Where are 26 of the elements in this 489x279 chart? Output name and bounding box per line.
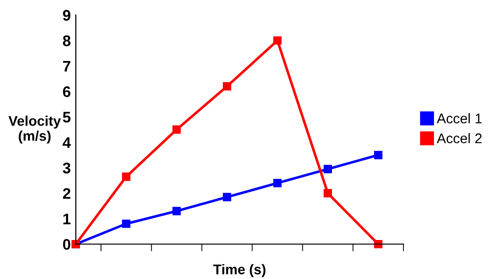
y-tick-label: 6 <box>62 86 70 98</box>
point <box>172 125 181 134</box>
y-tick-label: 9 <box>62 10 70 21</box>
point <box>273 36 282 45</box>
point <box>122 172 130 181</box>
legend-label: Accel 2 <box>436 133 482 144</box>
point <box>222 192 232 202</box>
y-tick-label: 2 <box>62 188 70 199</box>
y-tick-label: 7 <box>63 60 70 72</box>
y-tick-label: 0 <box>63 238 70 250</box>
y-axis-title: Velocity (m/s) <box>8 116 61 144</box>
point <box>172 206 181 216</box>
point <box>122 220 130 228</box>
y-tick-label: 5 <box>62 112 71 123</box>
point <box>374 240 382 248</box>
y-tick-label: 4 <box>62 137 71 148</box>
y-tick-label: 8 <box>62 35 70 46</box>
point <box>222 82 232 90</box>
point <box>273 178 282 188</box>
y-tick-label: 3 <box>62 162 70 174</box>
point <box>374 150 382 160</box>
legend-label: Accel 1 <box>436 113 482 124</box>
point <box>324 189 332 198</box>
point <box>324 164 332 174</box>
x-axis-title: Time (s) <box>213 264 266 278</box>
y-tick-label: 1 <box>63 214 71 224</box>
